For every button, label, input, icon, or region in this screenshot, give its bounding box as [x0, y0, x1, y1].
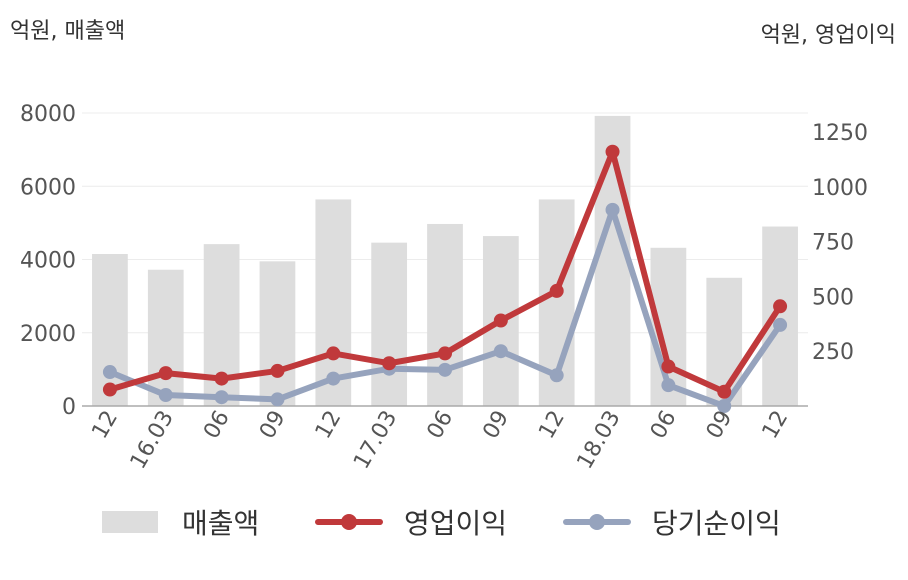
- data-point: [493, 313, 508, 328]
- data-point: [102, 382, 117, 397]
- data-point: [326, 371, 341, 386]
- left-tick-label: 2000: [20, 322, 76, 347]
- data-point: [158, 366, 173, 381]
- legend-label: 당기순이익: [652, 507, 781, 540]
- data-point: [270, 363, 285, 378]
- data-point: [549, 368, 564, 383]
- left-tick-label: 0: [62, 395, 76, 420]
- bar: [259, 261, 296, 406]
- data-point: [605, 144, 620, 159]
- right-tick-label: 250: [812, 340, 854, 365]
- data-point: [270, 392, 285, 407]
- x-tick-label: 09: [255, 407, 291, 444]
- x-tick-label: 06: [199, 407, 235, 444]
- x-tick-label: 18.03: [573, 407, 626, 474]
- bar: [147, 269, 184, 406]
- bar: [92, 254, 128, 406]
- bar: [315, 199, 352, 406]
- x-axis-ticks: 12 16.03 06 09 12 17.03 06 09 12 18.03 06 09 12: [87, 407, 793, 474]
- x-tick-label: 09: [478, 407, 514, 444]
- x-tick-label: 17.03: [349, 407, 402, 474]
- legend-swatch: [102, 511, 158, 533]
- data-point: [605, 202, 620, 217]
- left-axis-ticks: 0 2000 4000 6000 8000: [20, 102, 76, 420]
- data-point: [661, 378, 676, 393]
- right-tick-label: 750: [812, 231, 854, 256]
- right-axis-label: 억원, 영업이익: [761, 23, 896, 48]
- data-point: [382, 356, 397, 371]
- x-tick-label: 12: [311, 407, 347, 444]
- left-tick-label: 6000: [20, 175, 76, 200]
- legend-label: 영업이익: [404, 507, 507, 540]
- data-point: [158, 388, 173, 403]
- right-tick-label: 1000: [812, 176, 868, 201]
- x-tick-label: 06: [646, 407, 682, 444]
- legend-marker: [341, 514, 357, 530]
- data-point: [773, 299, 788, 314]
- data-point: [438, 346, 452, 361]
- left-tick-label: 4000: [20, 249, 76, 274]
- x-tick-label: 09: [702, 407, 738, 444]
- legend: 매출액 영업이익 당기순이익: [102, 507, 781, 540]
- data-point: [438, 362, 452, 377]
- bar: [594, 115, 631, 407]
- data-point: [773, 317, 788, 332]
- right-tick-label: 1250: [812, 121, 868, 146]
- bar: [371, 242, 408, 406]
- x-tick-label: 12: [534, 407, 570, 444]
- x-tick-label: 16.03: [126, 407, 179, 474]
- x-tick-label: 06: [423, 407, 459, 444]
- left-axis-label: 억원, 매출액: [10, 19, 125, 44]
- bar: [762, 226, 798, 406]
- x-tick-label: 12: [758, 407, 794, 444]
- data-point: [717, 384, 732, 399]
- legend-marker: [589, 514, 605, 530]
- data-point: [717, 399, 732, 413]
- left-tick-label: 8000: [20, 102, 76, 127]
- data-point: [214, 371, 229, 386]
- bar: [427, 223, 463, 406]
- x-tick-label: 12: [87, 407, 123, 444]
- data-point: [326, 346, 341, 361]
- right-tick-label: 500: [812, 285, 854, 310]
- data-point: [549, 283, 564, 298]
- right-axis-ticks: 250 500 750 1000 1250: [812, 121, 868, 365]
- data-point: [214, 390, 229, 405]
- legend-label: 매출액: [182, 507, 259, 540]
- data-point: [661, 359, 676, 374]
- data-point: [102, 365, 117, 380]
- line-series: [102, 144, 788, 413]
- bar-series: [92, 115, 798, 407]
- data-point: [493, 344, 508, 359]
